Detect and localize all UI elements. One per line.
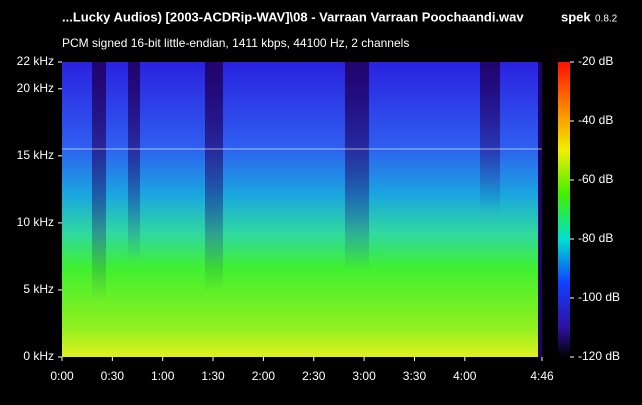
x-tick-label: 4:46: [530, 369, 554, 383]
y-tick-label: 20 kHz: [17, 81, 54, 95]
x-tick-label: 1:30: [201, 369, 225, 383]
x-tick-label: 0:00: [50, 369, 74, 383]
colorbar-tick-label: -60 dB: [578, 172, 613, 186]
x-tick-label: 2:00: [252, 369, 276, 383]
colorbar-tick-label: -80 dB: [578, 231, 613, 245]
x-tick-label: 3:00: [352, 369, 376, 383]
subtitle: PCM signed 16-bit little-endian, 1411 kb…: [62, 36, 409, 50]
app-name: spek: [561, 9, 591, 24]
app-version: 0.8.2: [595, 14, 618, 25]
x-tick-label: 2:30: [302, 369, 326, 383]
colorbar-tick-label: -40 dB: [578, 113, 613, 127]
x-tick-label: 1:00: [151, 369, 175, 383]
y-tick-label: 0 kHz: [23, 349, 54, 363]
x-tick-label: 3:30: [403, 369, 427, 383]
y-tick-label: 10 kHz: [17, 215, 54, 229]
x-tick-label: 0:30: [101, 369, 125, 383]
y-tick-label: 15 kHz: [17, 148, 54, 162]
x-tick-label: 4:00: [453, 369, 477, 383]
spectrogram: [62, 62, 542, 357]
colorbar-tick-label: -120 dB: [578, 349, 620, 363]
file-title: ...Lucky Audios) [2003-ACDRip-WAV]\08 - …: [62, 9, 524, 24]
y-tick-label: 22 kHz: [17, 54, 54, 68]
colorbar: [558, 62, 570, 357]
colorbar-tick-label: -20 dB: [578, 54, 613, 68]
y-tick-label: 5 kHz: [23, 282, 54, 296]
colorbar-tick-label: -100 dB: [578, 290, 620, 304]
